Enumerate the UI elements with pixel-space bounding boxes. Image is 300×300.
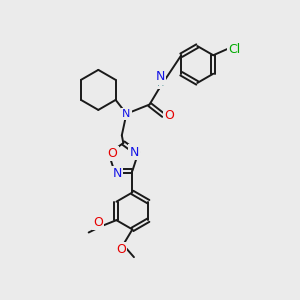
Text: O: O [93, 216, 103, 229]
Text: O: O [116, 243, 126, 256]
Text: Cl: Cl [229, 43, 241, 56]
Text: H: H [157, 78, 164, 88]
Text: N: N [113, 167, 122, 181]
Text: N: N [130, 146, 139, 159]
Text: O: O [108, 147, 118, 160]
Text: O: O [165, 109, 175, 122]
Text: N: N [122, 109, 130, 119]
Text: N: N [156, 70, 165, 83]
